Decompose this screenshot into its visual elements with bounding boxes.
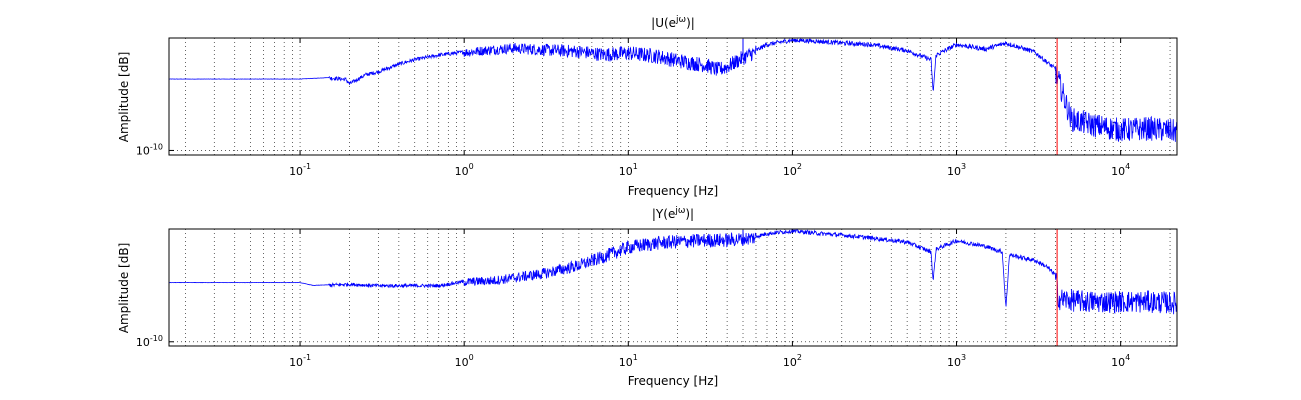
x-tick-label: 104 (1111, 162, 1130, 178)
x-tick-label: 103 (947, 353, 966, 369)
x-tick-labels: 10-1 100 101 102 103 104 (289, 353, 1130, 369)
axes-background (169, 229, 1177, 346)
grid (169, 38, 1177, 155)
y-tick-labels: 10-10 (136, 142, 163, 157)
series-line (168, 228, 1178, 315)
x-tick-labels: 10-1 100 101 102 103 104 (289, 162, 1130, 178)
chart-title: |Y(ejω)| (652, 206, 694, 221)
x-tick-label: 100 (455, 353, 474, 369)
axes-frame (168, 37, 1178, 156)
x-tick-label: 10-1 (289, 353, 311, 369)
x-tick-label: 10-1 (289, 162, 311, 178)
x-tick-label: 100 (455, 162, 474, 178)
y-axis-label: Amplitude [dB] (117, 52, 131, 143)
y-tick-labels: 10-10 (136, 334, 163, 349)
axes-background (169, 38, 1177, 155)
y-tick-label: 10-10 (136, 334, 163, 349)
series-line (168, 37, 1178, 142)
subplot-u-spectrum: 10-1 100 101 102 103 104 10-10 |U(ejω)| Frequ… (117, 15, 1178, 198)
y-axis-label: Amplitude [dB] (117, 243, 131, 334)
series-layer (168, 228, 1178, 315)
subplot-y-spectrum: 10-1 100 101 102 103 104 10-10 |Y(ejω)| Frequ… (117, 206, 1178, 388)
x-axis-label: Frequency [Hz] (628, 374, 719, 388)
x-tick-label: 103 (947, 162, 966, 178)
x-tick-label: 102 (783, 162, 802, 178)
x-axis-label: Frequency [Hz] (628, 184, 719, 198)
grid (169, 229, 1177, 346)
chart-title: |U(ejω)| (651, 15, 695, 30)
series-layer (168, 37, 1178, 142)
axes-frame (168, 228, 1178, 347)
x-tick-label: 104 (1111, 353, 1130, 369)
x-tick-label: 101 (619, 162, 638, 178)
x-tick-label: 102 (783, 353, 802, 369)
y-tick-label: 10-10 (136, 142, 163, 157)
x-tick-label: 101 (619, 353, 638, 369)
